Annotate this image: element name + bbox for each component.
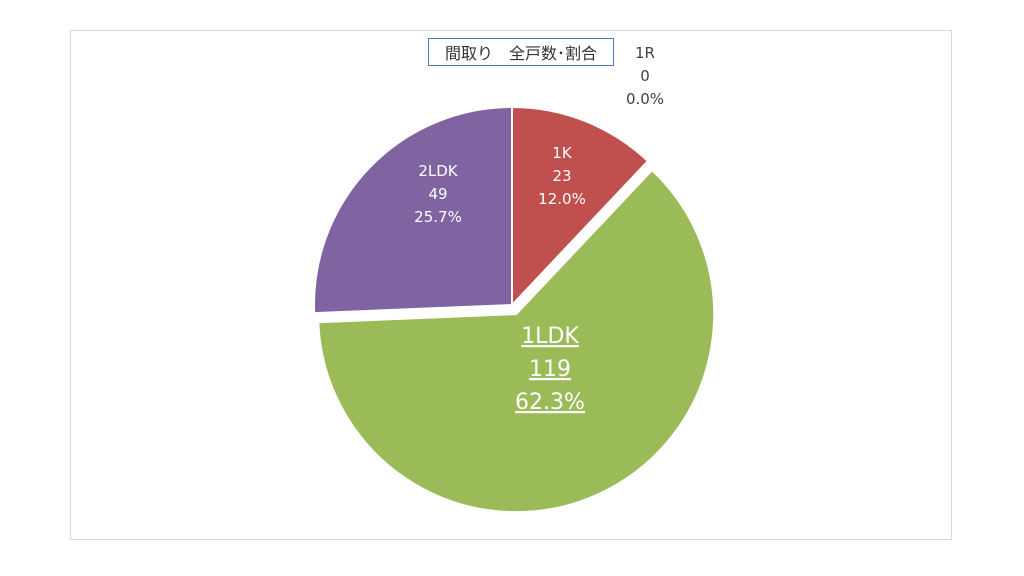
- data-label-1ldk: 1LDK 119 62.3%: [515, 324, 585, 415]
- pie-slice-2ldk: [313, 105, 513, 315]
- data-label-name: 2LDK: [418, 162, 458, 180]
- chart-title-text: 間取り 全戸数･割合: [444, 44, 597, 63]
- pie-slice-1ldk: [317, 168, 716, 514]
- data-label-name: 1R: [635, 44, 655, 62]
- chart-title: 間取り 全戸数･割合: [428, 38, 614, 66]
- data-label-1r: 1R 0 0.0%: [626, 44, 664, 108]
- data-label-percent: 62.3%: [515, 390, 585, 415]
- data-label-2ldk: 2LDK 49 25.7%: [414, 162, 462, 226]
- data-label-name: 1LDK: [521, 324, 579, 349]
- data-label-1k: 1K 23 12.0%: [538, 144, 586, 208]
- data-label-percent: 12.0%: [538, 190, 586, 208]
- data-label-percent: 25.7%: [414, 208, 462, 226]
- data-label-value: 119: [529, 357, 571, 382]
- data-label-value: 23: [552, 167, 571, 185]
- pie-slice-1k: [511, 105, 650, 308]
- data-label-percent: 0.0%: [626, 90, 664, 108]
- data-label-value: 0: [640, 67, 650, 85]
- data-label-value: 49: [428, 185, 447, 203]
- data-label-name: 1K: [552, 144, 573, 162]
